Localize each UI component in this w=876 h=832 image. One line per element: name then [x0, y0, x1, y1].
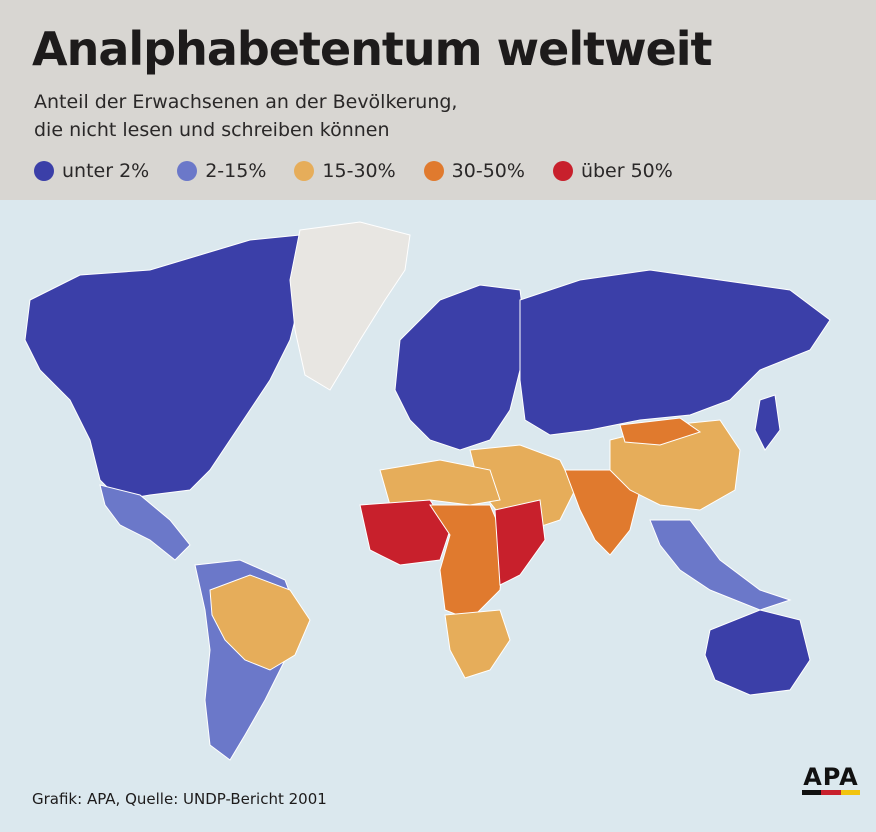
legend-swatch	[423, 161, 444, 181]
legend-label: 15-30%	[322, 160, 396, 182]
region-central-africa	[429, 504, 506, 621]
region-east-africa	[494, 499, 546, 586]
world-map-svg	[24, 221, 831, 761]
region-brazil	[209, 574, 311, 671]
logo-flag-bars	[802, 790, 860, 795]
subtitle-line-2: die nicht lesen und schreiben können	[34, 119, 390, 141]
subtitle-line-1: Anteil der Erwachsenen an der Bevölkerun…	[34, 91, 458, 113]
legend-swatch	[552, 161, 573, 181]
region-southeast-asia	[649, 519, 792, 611]
page-title: Analphabetentum weltweit	[32, 22, 713, 76]
region-north-america	[24, 234, 321, 501]
legend-item-2-15: 2-15%	[177, 160, 266, 182]
source-note: Grafik: APA, Quelle: UNDP-Bericht 2001	[32, 790, 327, 808]
subtitle: Anteil der Erwachsenen an der Bevölkerun…	[34, 88, 457, 144]
legend-label: unter 2%	[62, 160, 150, 182]
legend-item-15-30: 15-30%	[294, 160, 396, 182]
region-greenland	[289, 221, 411, 391]
legend-swatch	[34, 161, 54, 181]
region-japan	[754, 394, 781, 451]
legend-swatch	[294, 161, 315, 181]
world-map	[0, 200, 876, 832]
legend-label: über 50%	[580, 160, 673, 182]
legend: unter 2% 2-15% 15-30% 30-50% über 50%	[34, 160, 673, 182]
region-west-africa	[359, 499, 451, 566]
region-europe	[394, 284, 526, 451]
logo-text: APA	[803, 763, 859, 791]
region-southern-africa	[444, 609, 511, 679]
region-central-america	[99, 484, 191, 561]
legend-item-30-50: 30-50%	[423, 160, 525, 182]
legend-item-over-50: über 50%	[552, 160, 673, 182]
region-mongolia	[619, 417, 702, 446]
region-russia	[519, 269, 831, 436]
apa-logo: APA	[802, 764, 860, 795]
region-australia	[704, 609, 811, 696]
legend-label: 30-50%	[451, 160, 525, 182]
legend-item-under-2: unter 2%	[34, 160, 149, 182]
legend-label: 2-15%	[205, 160, 267, 182]
legend-swatch	[177, 161, 198, 181]
